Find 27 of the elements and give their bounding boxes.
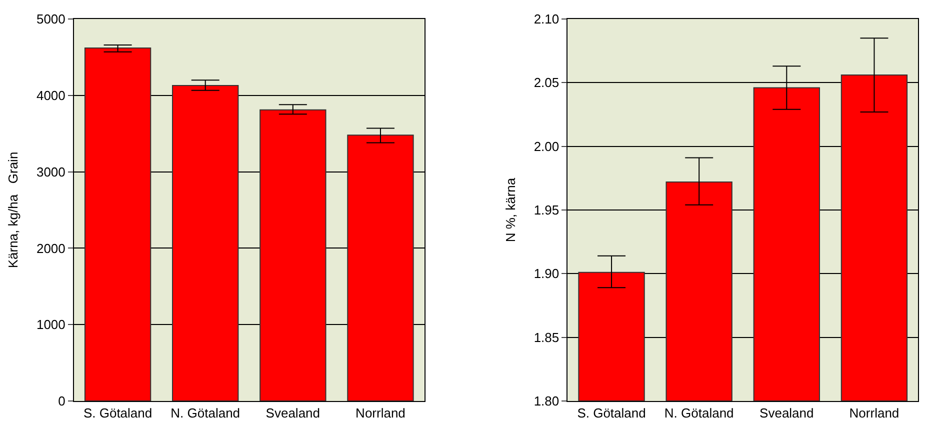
y-tick-label: 2.10 <box>534 12 560 27</box>
y-tick-label: 2.05 <box>534 75 560 90</box>
y-tick-label: 2.00 <box>534 138 560 154</box>
y-tick-label: 1.95 <box>534 202 560 218</box>
bar <box>260 109 326 401</box>
y-tick-label: 3000 <box>36 164 66 180</box>
y-tick-label: 1.80 <box>534 394 560 409</box>
x-tick-label: Svealand <box>266 406 320 421</box>
bar <box>172 84 239 401</box>
y-axis-title: N %, kärna <box>502 177 518 242</box>
y-tick-label: 4000 <box>36 88 66 103</box>
y-tick-label: 0 <box>58 394 66 409</box>
y-tick-label: 1.85 <box>534 330 560 345</box>
y-tick-label: 5000 <box>36 12 66 27</box>
x-tick-label: N. Götaland <box>664 406 734 421</box>
x-tick-label: N. Götaland <box>170 406 240 421</box>
bar <box>84 48 152 401</box>
y-tick-label: 1000 <box>36 317 66 332</box>
y-tick-label: 2000 <box>36 240 66 256</box>
y-axis-title: Kärna, kg/ha Grain <box>5 152 20 268</box>
y-tick-label: 1.90 <box>534 266 560 282</box>
x-tick-label: Norrland <box>849 406 900 421</box>
x-tick-label: Norrland <box>356 406 406 421</box>
x-tick-label: S. Götaland <box>83 406 152 421</box>
x-tick-label: S. Götaland <box>577 406 646 421</box>
x-tick-label: Svealand <box>760 406 814 421</box>
bar <box>347 134 414 401</box>
